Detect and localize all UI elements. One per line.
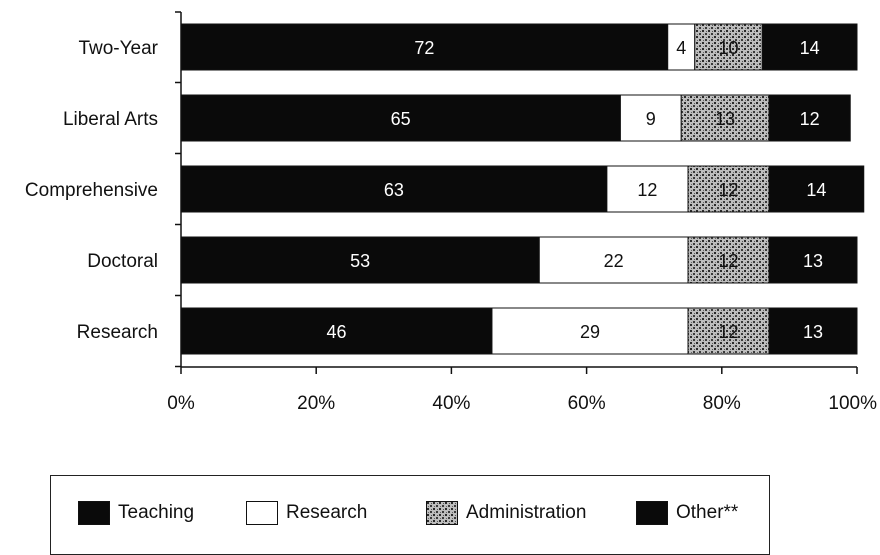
category-label-liberal-arts: Liberal Arts xyxy=(63,109,158,130)
category-label-doctoral: Doctoral xyxy=(87,251,158,272)
legend-label-administration: Administration xyxy=(466,502,586,524)
data-label-teaching-comprehensive: 63 xyxy=(384,180,404,200)
category-label-two-year: Two-Year xyxy=(78,38,158,59)
legend-swatch-research xyxy=(246,501,278,525)
x-tick-label-20pct: 20% xyxy=(297,393,335,414)
data-label-other-liberal-arts: 12 xyxy=(800,109,820,129)
legend-label-other: Other** xyxy=(676,502,738,524)
x-tick-label-0pct: 0% xyxy=(167,393,195,414)
stacked-bar-chart: Two-Year 72 4 10 14 Liberal Arts 65 9 13 12 Compre… xyxy=(0,0,880,470)
data-label-other-comprehensive: 14 xyxy=(806,180,826,200)
legend-label-research: Research xyxy=(286,502,367,524)
legend-swatch-other xyxy=(636,501,668,525)
data-label-teaching-two-year: 72 xyxy=(414,38,434,58)
legend-label-teaching: Teaching xyxy=(118,502,194,524)
legend-item-other: Other** xyxy=(636,501,738,525)
data-label-administration-two-year: 10 xyxy=(719,38,739,58)
legend-swatch-teaching xyxy=(78,501,110,525)
data-label-research-two-year: 4 xyxy=(676,38,686,58)
category-label-comprehensive: Comprehensive xyxy=(25,180,158,201)
data-label-research-research: 29 xyxy=(580,322,600,342)
data-label-administration-doctoral: 12 xyxy=(719,251,739,271)
data-label-teaching-doctoral: 53 xyxy=(350,251,370,271)
legend-item-research: Research xyxy=(246,501,367,525)
category-label-research: Research xyxy=(77,322,158,343)
data-label-research-doctoral: 22 xyxy=(604,251,624,271)
x-tick-label-40pct: 40% xyxy=(432,393,470,414)
data-label-research-comprehensive: 12 xyxy=(637,180,657,200)
legend-item-teaching: Teaching xyxy=(78,501,194,525)
x-tick-label-80pct: 80% xyxy=(703,393,741,414)
data-label-research-liberal-arts: 9 xyxy=(646,109,656,129)
data-label-administration-comprehensive: 12 xyxy=(719,180,739,200)
data-label-administration-liberal-arts: 13 xyxy=(715,109,735,129)
legend: Teaching Research Administration Other** xyxy=(50,475,770,555)
data-label-teaching-research: 46 xyxy=(326,322,346,342)
data-label-teaching-liberal-arts: 65 xyxy=(391,109,411,129)
x-tick-label-60pct: 60% xyxy=(568,393,606,414)
plot-area: Two-Year 72 4 10 14 Liberal Arts 65 9 13 12 Compre… xyxy=(25,12,877,414)
data-label-other-doctoral: 13 xyxy=(803,251,823,271)
data-label-administration-research: 12 xyxy=(719,322,739,342)
legend-swatch-administration xyxy=(426,501,458,525)
legend-item-administration: Administration xyxy=(426,501,586,525)
data-label-other-research: 13 xyxy=(803,322,823,342)
data-label-other-two-year: 14 xyxy=(800,38,820,58)
x-tick-label-100pct: 100% xyxy=(828,393,877,414)
